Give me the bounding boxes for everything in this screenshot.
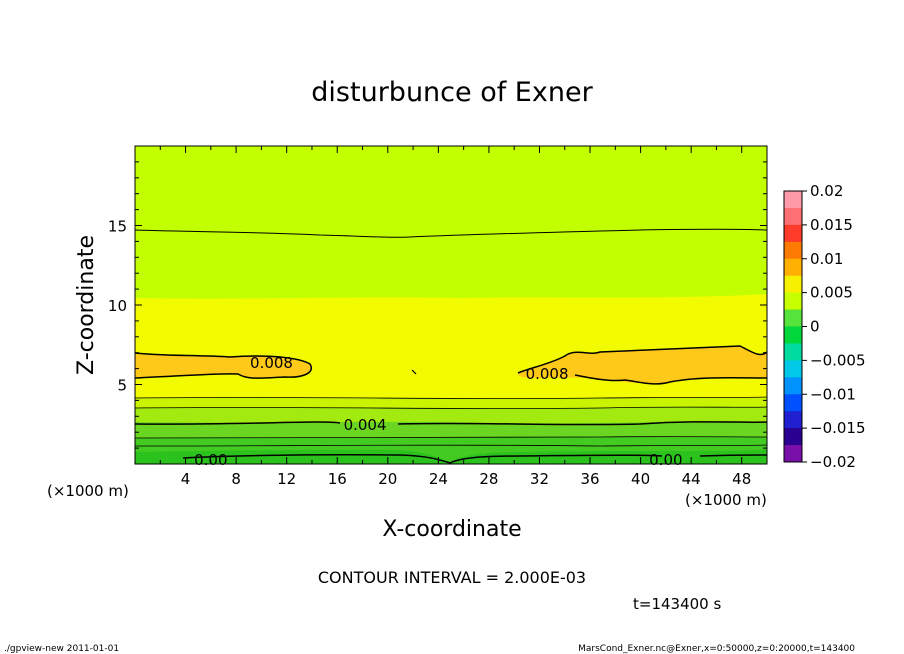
x-tick-label: 20 — [378, 470, 397, 488]
colorbar-swatch — [784, 292, 802, 311]
x-tick-label: 36 — [580, 470, 599, 488]
contour-line — [134, 352, 313, 379]
colorbar-swatch — [784, 411, 802, 429]
colorbar-tick-label: −0.015 — [810, 419, 866, 437]
contour-line — [134, 406, 768, 409]
contour-line — [134, 396, 768, 399]
colorbar-swatch — [784, 224, 802, 243]
colorbar-swatch — [784, 428, 802, 446]
contour-interval-note: CONTOUR INTERVAL = 2.000E-03 — [318, 568, 586, 587]
chart-title: disturbunce of Exner — [311, 77, 593, 108]
x-tick-label: 28 — [479, 470, 498, 488]
x-tick-label: 24 — [429, 470, 448, 488]
x-axis-label: X-coordinate — [382, 517, 521, 542]
colorbar-tick-label: −0.01 — [810, 385, 856, 403]
colorbar-swatch — [784, 241, 802, 260]
plot-area: 0.008 0.008 0.004 0.00 0.00 — [134, 145, 768, 469]
colorbar-swatch — [784, 191, 802, 209]
colorbar-swatch — [784, 309, 802, 327]
band-orange-left — [135, 354, 313, 379]
colorbar-swatch — [784, 377, 802, 395]
contour-label: 0.008 — [250, 354, 293, 372]
y-tick-label: 15 — [108, 218, 127, 236]
contour-line — [517, 345, 768, 374]
y-tick-label: 5 — [117, 377, 127, 395]
y-axis-label: Z-coordinate — [74, 235, 99, 375]
colorbar-tick-label: −0.02 — [810, 453, 856, 471]
contour-lines — [134, 228, 768, 464]
y-tick-label: 10 — [108, 297, 127, 315]
colorbar-tick-label: 0 — [810, 318, 820, 336]
colorbar-tick-label: 0.005 — [810, 284, 853, 302]
contour-label: 0.008 — [526, 365, 569, 383]
footer-left: ./gpview-new 2011-01-01 — [4, 644, 119, 654]
colorbar-swatch — [784, 258, 802, 277]
contour-line — [411, 369, 417, 375]
colorbar-swatch — [784, 343, 802, 361]
contour-line — [134, 444, 768, 447]
x-tick-label: 4 — [181, 470, 191, 488]
band-orange-right — [518, 346, 767, 384]
colorbar-swatch — [784, 326, 802, 344]
x-unit-label: (×1000 m) — [47, 482, 129, 500]
x-tick-label: 8 — [231, 470, 241, 488]
colorbar-swatch — [784, 275, 802, 294]
footer-right: MarsCond_Exner.nc@Exner,x=0:50000,z=0:20… — [578, 644, 855, 654]
colorbar-swatch — [784, 445, 802, 463]
x-tick-label: 12 — [277, 470, 296, 488]
contour-line — [134, 421, 768, 426]
x-tick-label: 48 — [732, 470, 751, 488]
colorbar-tick-label: −0.005 — [810, 351, 866, 369]
x-tick-label: 16 — [328, 470, 347, 488]
contour-line — [574, 374, 768, 385]
colorbar-tick-label: 0.01 — [810, 250, 843, 268]
contour-line — [134, 436, 768, 439]
x-tick-label: 44 — [682, 470, 701, 488]
band-dark-green — [135, 450, 767, 464]
time-stamp: t=143400 s — [633, 595, 721, 613]
x-axis: 4 8 12 16 20 24 28 32 36 40 44 48 — [159, 146, 751, 488]
x-tick-label: 40 — [631, 470, 650, 488]
contour-line — [182, 453, 768, 464]
contour-label: 0.004 — [344, 416, 387, 434]
colorbar: 0.02 0.015 0.01 0.005 0 −0.005 −0.01 −0.015 −0.0… — [783, 182, 866, 471]
colorbar-tick-label: 0.015 — [810, 216, 853, 234]
contour-label: 0.00 — [649, 451, 682, 469]
contour-line — [134, 228, 768, 238]
z-unit-label: (×1000 m) — [685, 491, 767, 509]
colorbar-tick-label: 0.02 — [810, 182, 843, 200]
y-axis: 5 10 15 — [108, 161, 767, 449]
colorbar-swatch — [784, 394, 802, 412]
colorbar-swatch — [784, 207, 802, 226]
contour-label: 0.00 — [194, 451, 227, 469]
colorbar-swatch — [784, 360, 802, 378]
x-tick-label: 32 — [530, 470, 549, 488]
